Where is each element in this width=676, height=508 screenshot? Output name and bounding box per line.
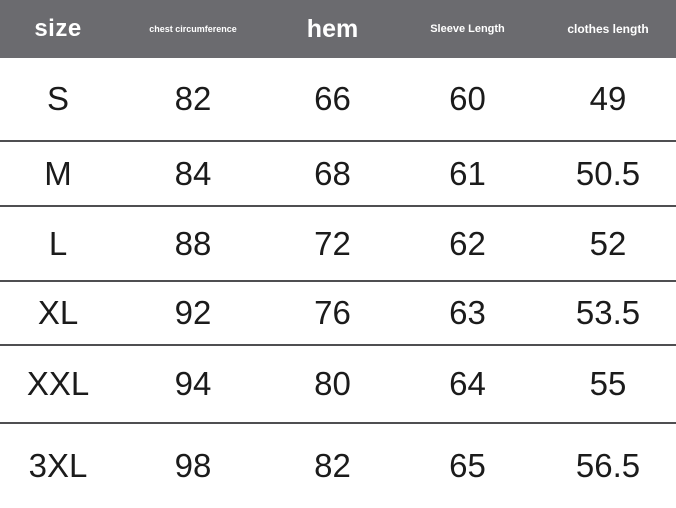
column-header-sleeve-length: Sleeve Length	[430, 23, 505, 35]
sleeve-length-value: 63	[449, 294, 486, 331]
hem-value: 72	[314, 224, 351, 262]
chest-value: 94	[174, 365, 212, 402]
hem-value: 76	[314, 294, 351, 331]
sleeve-length-value: 60	[449, 80, 486, 117]
chest-value: 88	[174, 224, 212, 262]
table-header-row: size chest circumference hem Sleeve Leng…	[0, 0, 676, 58]
clothes-length-value: 50.5	[575, 154, 641, 192]
clothes-length-value: 56.5	[575, 447, 641, 484]
column-header-size: size	[34, 15, 82, 42]
table-row-m: M 84 68 61 50.5	[0, 142, 676, 207]
hem-value: 66	[314, 80, 351, 117]
sleeve-length-value: 61	[449, 154, 486, 192]
chest-value: 92	[174, 294, 212, 331]
size-label: 3XL	[28, 447, 88, 484]
hem-value: 80	[314, 365, 351, 402]
table-row-l: L 88 72 62 52	[0, 207, 676, 282]
table-row-xxl: XXL 94 80 64 55	[0, 346, 676, 424]
size-label: S	[46, 80, 69, 117]
sleeve-length-value: 65	[449, 447, 486, 484]
column-header-hem: hem	[306, 14, 359, 43]
hem-value: 82	[314, 447, 351, 484]
column-header-clothes-length: clothes length	[567, 22, 649, 36]
column-header-chest-circumference: chest circumference	[149, 24, 237, 34]
clothes-length-value: 49	[589, 80, 627, 117]
size-label: L	[48, 224, 68, 262]
table-row-3xl: 3XL 98 82 65 56.5	[0, 424, 676, 508]
clothes-length-value: 52	[589, 224, 627, 262]
size-label: XL	[37, 294, 79, 331]
chest-value: 84	[174, 154, 212, 192]
sleeve-length-value: 62	[449, 224, 486, 262]
clothes-length-value: 55	[589, 365, 627, 402]
table-row-xl: XL 92 76 63 53.5	[0, 282, 676, 346]
table-row-s: S 82 66 60 49	[0, 58, 676, 142]
hem-value: 68	[314, 154, 351, 192]
size-label: M	[44, 154, 72, 192]
sleeve-length-value: 64	[449, 365, 486, 402]
size-label: XXL	[26, 365, 90, 402]
chest-value: 98	[174, 447, 212, 484]
chest-value: 82	[174, 80, 212, 117]
clothes-length-value: 53.5	[575, 294, 641, 331]
